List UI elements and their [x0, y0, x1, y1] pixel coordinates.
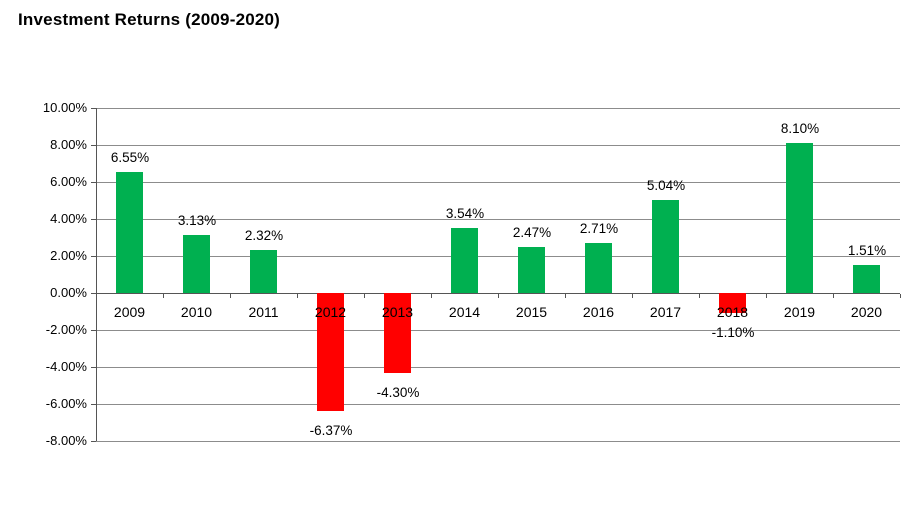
x-axis-tick: [565, 294, 566, 298]
y-axis-label: 0.00%: [50, 285, 87, 300]
bar-2011: [250, 250, 277, 293]
bar-value-label: 2.32%: [244, 228, 284, 243]
x-axis-tick: [766, 294, 767, 298]
y-axis-tick: [91, 182, 96, 183]
y-axis-tick: [91, 145, 96, 146]
x-axis-label: 2020: [850, 304, 883, 320]
y-axis-label: 4.00%: [50, 211, 87, 226]
gridline: [96, 367, 900, 368]
y-axis-label: 6.00%: [50, 174, 87, 189]
bar-value-label: 1.51%: [847, 243, 887, 258]
bar-2009: [116, 172, 143, 293]
y-axis-label: -6.00%: [45, 396, 87, 411]
x-axis-tick: [632, 294, 633, 298]
y-axis-label: 10.00%: [42, 100, 87, 115]
bar-2016: [585, 243, 612, 293]
x-axis-tick: [498, 294, 499, 298]
x-axis-tick: [364, 294, 365, 298]
bar-2014: [451, 228, 478, 293]
gridline: [96, 182, 900, 183]
x-axis-tick: [96, 294, 97, 298]
y-axis-line: [96, 108, 97, 441]
gridline: [96, 441, 900, 442]
bar-2012: [317, 293, 344, 411]
bar-value-label: 3.54%: [445, 206, 485, 221]
bar-2015: [518, 247, 545, 293]
x-axis-tick: [163, 294, 164, 298]
gridline: [96, 293, 900, 294]
x-axis-tick: [833, 294, 834, 298]
y-axis-tick: [91, 219, 96, 220]
y-axis-tick: [91, 256, 96, 257]
bar-value-label: 8.10%: [780, 121, 820, 136]
bar-value-label: 5.04%: [646, 178, 686, 193]
bar-value-label: -4.30%: [376, 385, 420, 400]
x-axis-tick: [297, 294, 298, 298]
y-axis-label: -2.00%: [45, 322, 87, 337]
x-axis-label: 2009: [113, 304, 146, 320]
gridline: [96, 219, 900, 220]
gridline: [96, 256, 900, 257]
gridline: [96, 404, 900, 405]
bar-value-label: 2.47%: [512, 225, 552, 240]
bar-value-label: 6.55%: [110, 150, 150, 165]
y-axis-tick: [91, 108, 96, 109]
y-axis-tick: [91, 441, 96, 442]
bar-2018: [719, 293, 746, 313]
x-axis-label: 2011: [248, 304, 279, 320]
x-axis-label: 2019: [783, 304, 816, 320]
gridline: [96, 330, 900, 331]
x-axis-label: 2018: [716, 304, 749, 320]
y-axis-label: 8.00%: [50, 137, 87, 152]
x-axis-label: 2015: [515, 304, 548, 320]
y-axis-label: -8.00%: [45, 433, 87, 448]
x-axis-tick: [699, 294, 700, 298]
chart-title: Investment Returns (2009-2020): [18, 10, 281, 29]
y-axis-label: 2.00%: [50, 248, 87, 263]
x-axis-label: 2017: [649, 304, 682, 320]
y-axis-tick: [91, 367, 96, 368]
x-axis-label: 2010: [180, 304, 213, 320]
bar-2013: [384, 293, 411, 373]
bar-value-label: 2.71%: [579, 221, 619, 236]
bar-2010: [183, 235, 210, 293]
bar-value-label: -1.10%: [711, 325, 755, 340]
bar-value-label: 3.13%: [177, 213, 217, 228]
y-axis-tick: [91, 404, 96, 405]
x-axis-label: 2016: [582, 304, 615, 320]
x-axis-label: 2014: [448, 304, 481, 320]
x-axis-tick: [230, 294, 231, 298]
bar-2019: [786, 143, 813, 293]
x-axis-label: 2013: [381, 304, 414, 320]
x-axis-tick: [900, 294, 901, 298]
gridline: [96, 108, 900, 109]
y-axis-tick: [91, 330, 96, 331]
bar-value-label: -6.37%: [309, 423, 353, 438]
gridline: [96, 145, 900, 146]
y-axis-tick: [91, 293, 96, 294]
bar-2017: [652, 200, 679, 293]
x-axis-tick: [431, 294, 432, 298]
bar-2020: [853, 265, 880, 293]
x-axis-label: 2012: [314, 304, 347, 320]
y-axis-label: -4.00%: [45, 359, 87, 374]
